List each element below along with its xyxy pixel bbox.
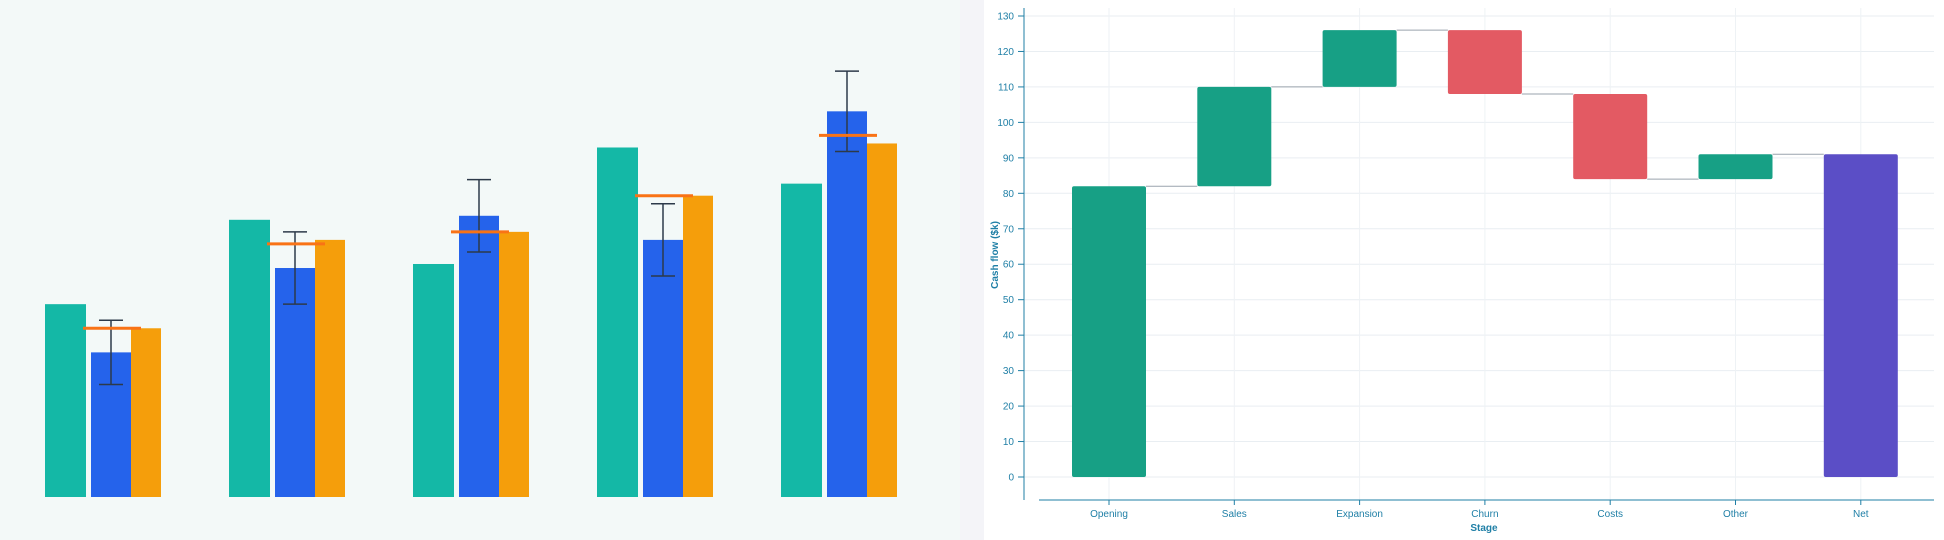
waterfall-bar-opening	[1072, 186, 1146, 477]
y-tick-label: 90	[1003, 153, 1015, 164]
y-tick-label: 80	[1003, 189, 1015, 200]
x-tick-label: Net	[1853, 509, 1869, 520]
y-tick-label: 60	[1003, 260, 1015, 271]
bar-series3-group4	[683, 195, 713, 497]
bar-series1-group1	[45, 304, 86, 497]
y-tick-label: 30	[1003, 366, 1015, 377]
waterfall-bar-churn	[1447, 30, 1522, 95]
x-tick-label: Expansion	[1336, 509, 1383, 520]
waterfall-bar-net	[1823, 154, 1898, 478]
x-tick-label: Costs	[1597, 509, 1623, 520]
waterfall-bar-costs	[1573, 94, 1648, 180]
bar-series3-group1	[131, 328, 161, 497]
bar-series2-group2	[275, 268, 315, 497]
grouped-bar-chart	[45, 70, 897, 498]
waterfall-bar-expansion	[1322, 30, 1397, 87]
y-tick-label: 0	[1008, 473, 1014, 484]
y-tick-label: 110	[998, 82, 1014, 93]
x-axis-title: Stage	[1470, 523, 1498, 534]
y-tick-label: 20	[1003, 402, 1015, 413]
grouped-bar-chart-panel	[0, 0, 960, 540]
bar-series2-group5	[827, 111, 867, 497]
bar-series3-group3	[499, 231, 529, 497]
y-axis-title: Cash flow ($k)	[990, 221, 1001, 289]
y-tick-label: 10	[1003, 437, 1015, 448]
x-tick-label: Other	[1723, 509, 1749, 520]
y-tick-label: 130	[997, 12, 1014, 23]
waterfall-bar-sales	[1197, 86, 1272, 187]
waterfall-chart: 0 10 20 30 40 50 60 70 80 90 100 110 120 130 Opening Sa…	[990, 8, 1934, 534]
bar-series1-group5	[781, 183, 822, 497]
bar-series2-group4	[643, 239, 683, 497]
bar-series1-group4	[597, 147, 638, 498]
waterfall-bar-other	[1698, 154, 1773, 180]
x-tick-label: Opening	[1090, 509, 1128, 520]
bar-series1-group3	[413, 263, 454, 497]
x-tick-label: Churn	[1471, 509, 1498, 520]
bar-series3-group5	[867, 143, 897, 498]
x-tick-label: Sales	[1222, 509, 1247, 520]
waterfall-chart-panel: 0 10 20 30 40 50 60 70 80 90 100 110 120 130 Opening Sa…	[984, 0, 1944, 540]
y-tick-label: 70	[1003, 224, 1015, 235]
y-tick-label: 40	[1003, 331, 1015, 342]
y-tick-label: 50	[1003, 295, 1015, 306]
y-tick-label: 120	[997, 47, 1014, 58]
bar-series1-group2	[229, 219, 270, 498]
bar-series2-group3	[459, 215, 499, 498]
bar-series3-group2	[315, 239, 345, 497]
y-tick-label: 100	[997, 118, 1014, 129]
